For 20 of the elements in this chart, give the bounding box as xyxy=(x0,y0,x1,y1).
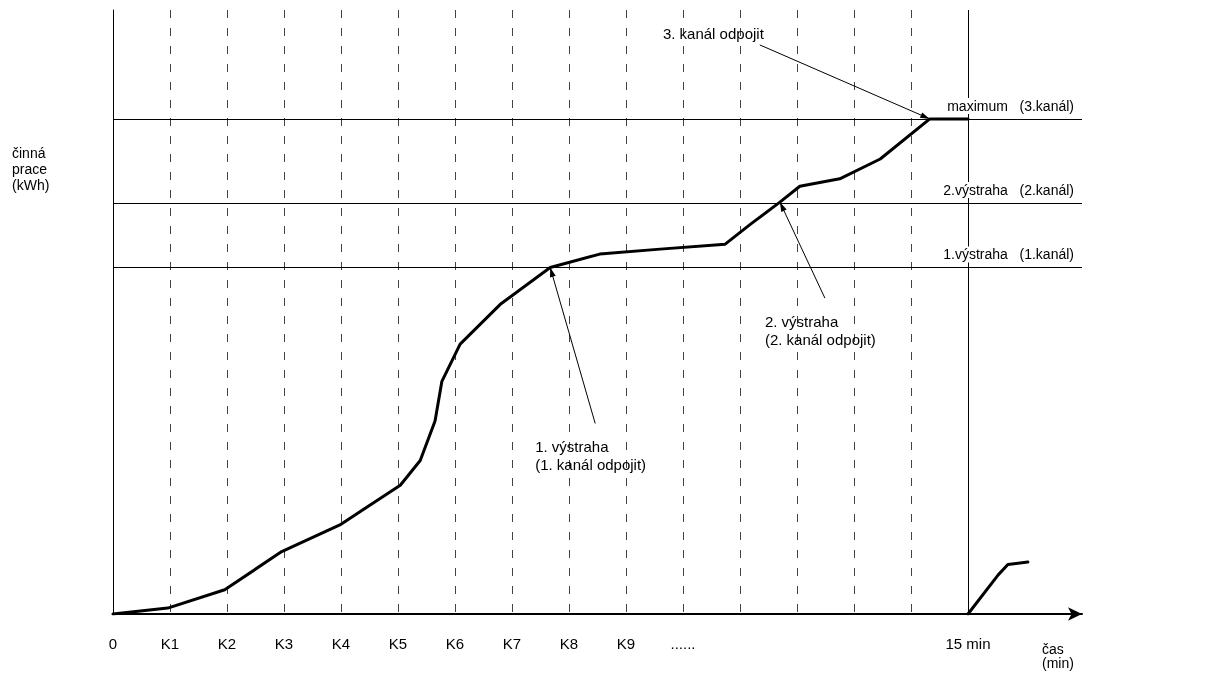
x-tick-label: K6 xyxy=(445,635,465,652)
annotation: 2. výstraha (2. kanál odpojit) xyxy=(764,312,876,348)
annotation: 1. výstraha (1. kanál odpojit) xyxy=(535,437,647,473)
x-tick-label: 0 xyxy=(108,635,118,652)
x-tick-label: K9 xyxy=(616,635,636,652)
ref-line-label: 2.výstraha (2.kanál) xyxy=(943,182,1074,199)
x-tick-label: K8 xyxy=(559,635,579,652)
ref-line-label: 1.výstraha (1.kanál) xyxy=(943,246,1074,263)
legend-label: maximum (3.kanál) xyxy=(947,97,1074,114)
x-tick-label: K2 xyxy=(217,635,237,652)
x-tick-label: K4 xyxy=(331,635,351,652)
annotation: 3. kanál odpojit xyxy=(662,25,765,43)
x-tick-label: K7 xyxy=(502,635,522,652)
x-axis-title: čas (min) xyxy=(1042,641,1074,671)
x-tick-label: ...... xyxy=(670,635,696,652)
x-tick-label: 15 min xyxy=(945,635,991,652)
x-tick-label: K1 xyxy=(160,635,180,652)
y-axis-title: činná prace (kWh) xyxy=(12,145,50,193)
x-tick-label: K3 xyxy=(274,635,294,652)
x-tick-label: K5 xyxy=(388,635,408,652)
